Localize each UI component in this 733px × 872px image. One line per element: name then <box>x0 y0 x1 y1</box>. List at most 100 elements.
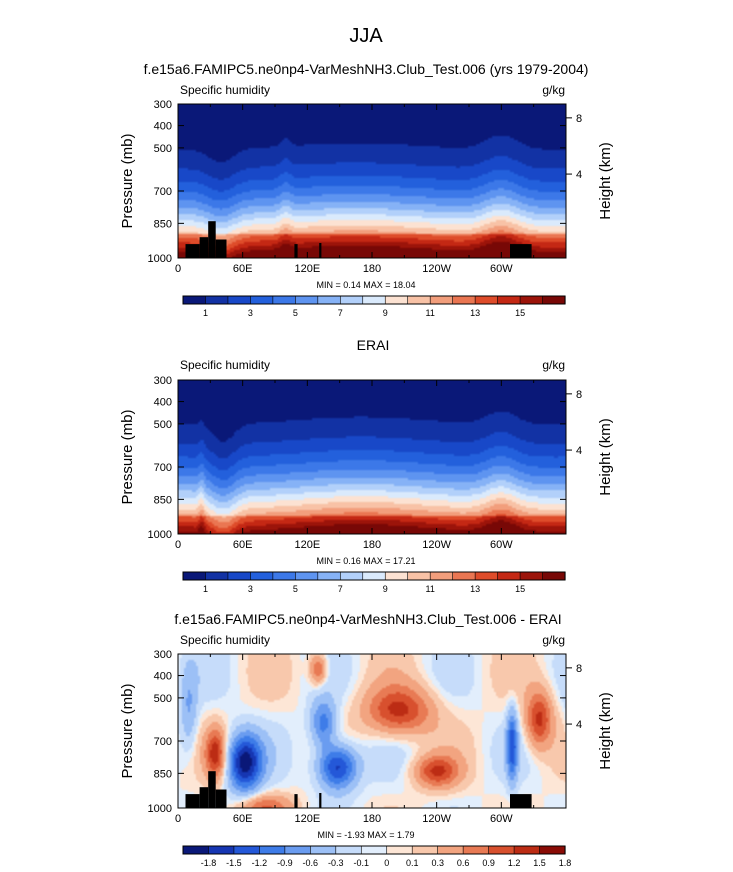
min-max-stats: MIN = 0.16 MAX = 17.21 <box>316 556 415 566</box>
figure-title: JJA <box>349 25 383 47</box>
colorbar-label: -0.1 <box>354 858 370 868</box>
x-tick-label: 60W <box>490 539 513 551</box>
colorbar-label: 15 <box>515 308 525 318</box>
contour-plot <box>177 379 567 535</box>
y-tick-label: 700 <box>154 462 172 474</box>
x-tick-label: 60W <box>490 263 513 275</box>
y-right-tick-label: 4 <box>576 169 582 181</box>
colorbar-label: 1 <box>203 584 208 594</box>
x-tick-label: 60W <box>490 813 513 825</box>
colorbar-swatch <box>295 295 319 305</box>
x-tick-label: 120W <box>422 539 451 551</box>
y-ticks-right: 84 <box>566 113 582 181</box>
x-tick-label: 120E <box>294 539 320 551</box>
colorbar-swatch <box>497 295 521 305</box>
topography-mask <box>185 244 200 258</box>
topography-mask <box>199 787 209 808</box>
colorbar: -1.8 -1.5 -1.2 -0.9 -0.6 -0.3 -0.1 0 0.1 0.3 0.6 0.… <box>182 845 572 868</box>
panel-model: f.e15a6.FAMIPC5.ne0np4-VarMeshNH3.Club_T… <box>119 61 614 318</box>
colorbar-swatch <box>452 295 476 305</box>
colorbar-label: 0.6 <box>457 858 470 868</box>
panel-difference: f.e15a6.FAMIPC5.ne0np4-VarMeshNH3.Club_T… <box>119 611 614 868</box>
colorbar-swatch <box>362 571 386 581</box>
topography-mask <box>208 771 216 808</box>
x-tick-label: 120E <box>294 813 320 825</box>
colorbar-label: 15 <box>515 584 525 594</box>
colorbar-swatch <box>519 295 544 305</box>
contour-plot <box>177 103 567 259</box>
colorbar-swatch <box>474 295 499 305</box>
colorbar-swatch <box>384 571 409 581</box>
colorbar-swatch <box>295 571 319 581</box>
x-tick-label: 0 <box>175 539 181 551</box>
colorbar-swatch <box>386 845 413 855</box>
topography-mask <box>215 789 227 808</box>
colorbar-swatch <box>284 845 311 855</box>
colorbar-swatch <box>182 845 210 855</box>
y-right-tick-label: 8 <box>576 113 582 125</box>
colorbar-label: -0.3 <box>328 858 344 868</box>
x-ticks: 0 60E 120E 180 120W 60W <box>175 380 567 551</box>
x-tick-label: 60E <box>233 263 253 275</box>
colorbar: 1 3 5 7 9 11 13 15 <box>182 295 566 318</box>
x-tick-label: 180 <box>363 539 381 551</box>
y-axis-label: Pressure (mb) <box>119 683 136 778</box>
y-axis-right-label: Height (km) <box>597 692 614 770</box>
colorbar-swatch <box>539 845 566 855</box>
y-tick-label: 500 <box>154 143 172 155</box>
colorbar-label: 1 <box>203 308 208 318</box>
colorbar-swatch <box>411 845 439 855</box>
y-ticks: 300 400 500 700 850 1000 <box>148 375 566 541</box>
colorbar-label: 7 <box>338 584 343 594</box>
colorbar-label: -1.2 <box>252 858 268 868</box>
colorbar-swatch <box>462 845 490 855</box>
y-right-tick-label: 4 <box>576 445 582 457</box>
colorbar-swatch <box>205 571 229 581</box>
colorbar-label: 13 <box>470 584 480 594</box>
x-tick-label: 0 <box>175 813 181 825</box>
y-right-tick-label: 4 <box>576 719 582 731</box>
colorbar-swatch <box>310 845 337 855</box>
x-tick-label: 60E <box>233 813 253 825</box>
colorbar-label: -1.8 <box>201 858 217 868</box>
y-right-tick-label: 8 <box>576 663 582 675</box>
y-tick-label: 1000 <box>148 529 172 541</box>
colorbar-swatch <box>452 571 476 581</box>
topography-mask <box>294 794 298 808</box>
colorbar-label: 5 <box>293 584 298 594</box>
y-ticks: 300 400 500 700 850 1000 <box>148 99 566 265</box>
colorbar-label: 1.8 <box>559 858 572 868</box>
colorbar-swatch <box>335 845 362 855</box>
colorbar-swatch <box>250 295 274 305</box>
colorbar-label: 11 <box>426 308 435 318</box>
x-tick-label: 120E <box>294 263 320 275</box>
colorbar-swatch <box>259 845 286 855</box>
y-tick-label: 400 <box>154 671 172 683</box>
topography-mask <box>215 239 227 258</box>
x-tick-label: 180 <box>363 813 381 825</box>
colorbar-swatch <box>407 571 431 581</box>
colorbar-label: 3 <box>248 308 253 318</box>
topography-mask <box>510 794 532 808</box>
colorbar-swatch <box>519 571 544 581</box>
x-tick-label: 120W <box>422 263 451 275</box>
y-right-tick-label: 8 <box>576 389 582 401</box>
topography-mask <box>510 244 532 258</box>
contour-field <box>178 654 566 808</box>
y-tick-label: 300 <box>154 375 172 387</box>
colorbar-frame <box>182 295 566 305</box>
topography-mask <box>199 237 209 258</box>
contour-field <box>178 380 566 534</box>
colorbar-swatch <box>182 571 207 581</box>
y-tick-label: 400 <box>154 397 172 409</box>
colorbar-swatch <box>407 295 431 305</box>
y-tick-label: 850 <box>154 218 172 230</box>
colorbar-label: 0.9 <box>482 858 495 868</box>
y-axis-right-label: Height (km) <box>597 142 614 220</box>
y-tick-label: 850 <box>154 494 172 506</box>
colorbar-swatch <box>227 295 252 305</box>
topography-mask <box>185 794 200 808</box>
colorbar-swatch <box>317 571 341 581</box>
colorbar-label: 11 <box>426 584 435 594</box>
colorbar-swatch <box>339 571 364 581</box>
